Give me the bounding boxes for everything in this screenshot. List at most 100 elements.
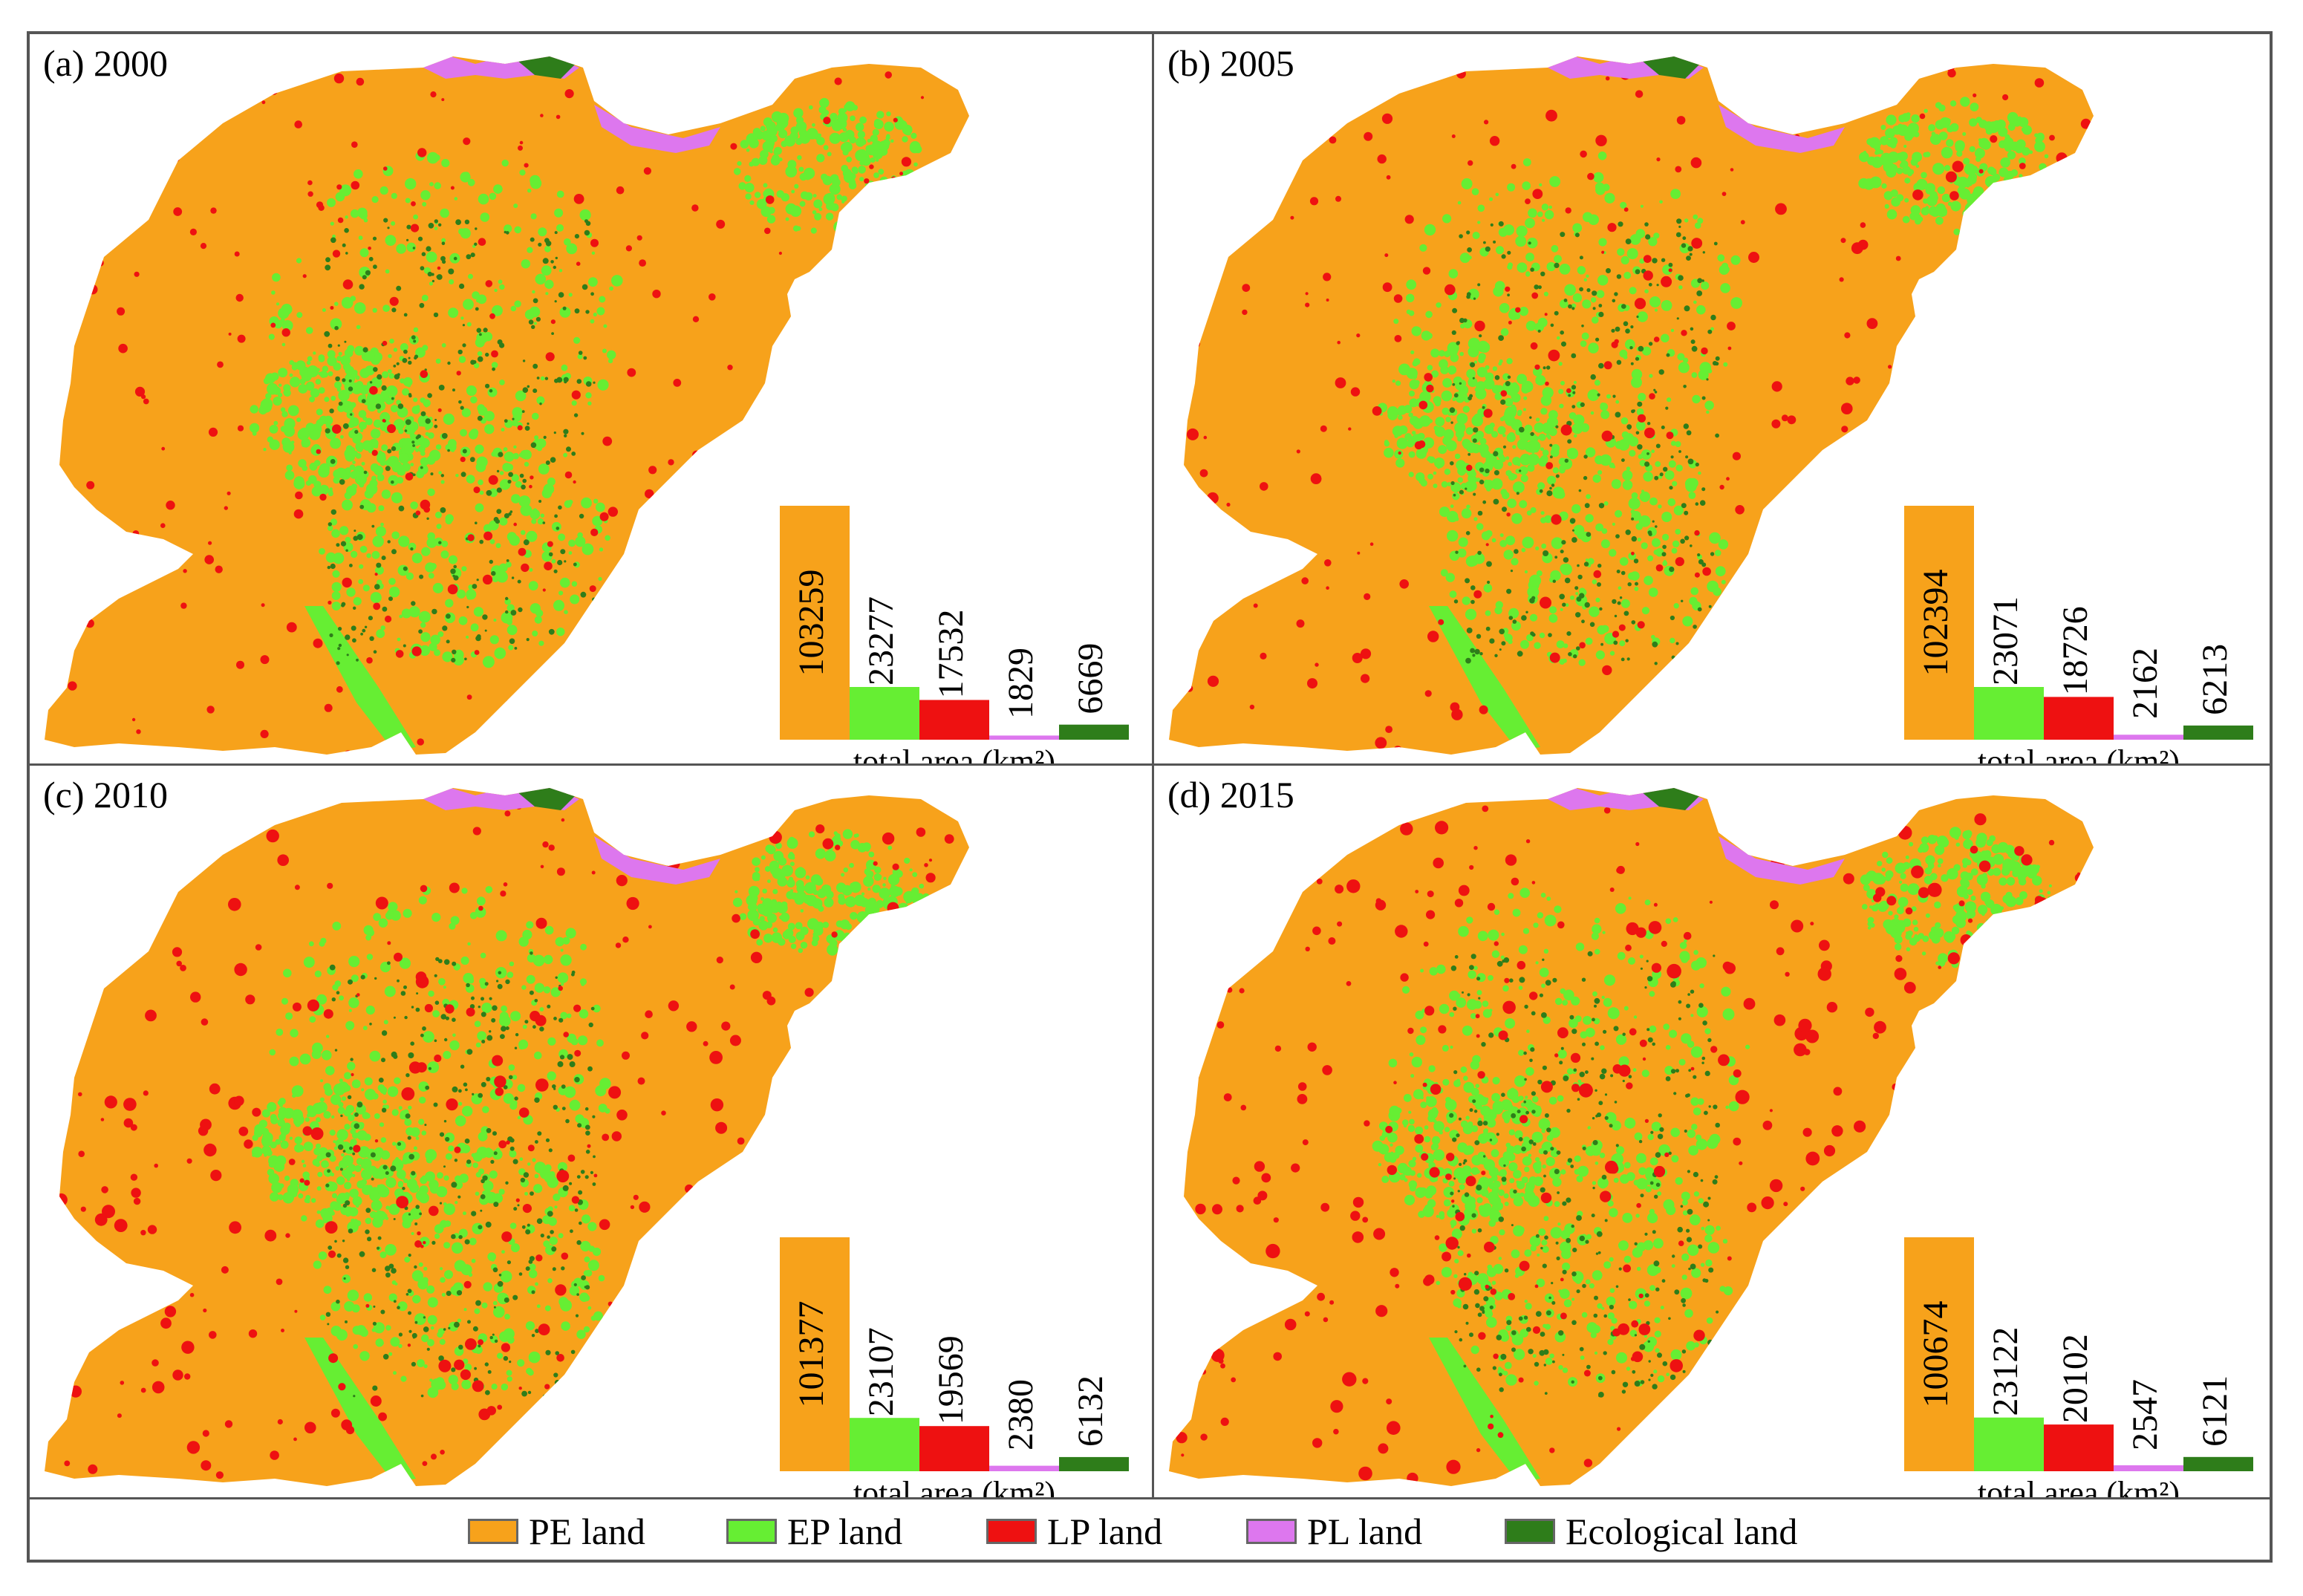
lp-land-patch	[650, 700, 659, 709]
lp-land-patch	[190, 991, 201, 1003]
lp-land-patch	[1602, 665, 1612, 676]
lp-land-patch	[1337, 340, 1341, 345]
ep-land-patch	[503, 1093, 515, 1104]
ecological-land-patch	[566, 446, 571, 452]
ep-land-patch	[1503, 550, 1514, 560]
ep-land-patch	[764, 866, 771, 872]
lp-land-patch	[1364, 131, 1373, 141]
ep-land-patch	[267, 1101, 277, 1113]
ecological-land-patch	[1468, 453, 1471, 456]
ep-land-patch	[1941, 193, 1951, 203]
ep-land-patch	[420, 632, 431, 642]
bar-lp-land	[919, 700, 989, 740]
ecological-land-patch	[554, 300, 557, 303]
ep-land-patch	[1623, 271, 1632, 279]
ecological-land-patch	[466, 605, 469, 609]
ep-land-patch	[547, 1037, 556, 1046]
lp-land-patch	[342, 577, 352, 588]
lp-land-patch	[771, 380, 780, 389]
ep-land-patch	[755, 867, 760, 873]
ecological-land-patch	[550, 260, 554, 264]
lp-land-patch	[904, 1259, 909, 1265]
ecological-land-patch	[581, 660, 585, 665]
ep-land-patch	[807, 128, 818, 140]
ep-land-patch	[873, 172, 879, 178]
ecological-land-patch	[1681, 599, 1684, 602]
lp-land-patch	[76, 1006, 80, 1012]
ecological-land-patch	[479, 539, 483, 544]
ep-land-patch	[533, 1184, 543, 1193]
ecological-land-patch	[512, 417, 515, 420]
ep-land-patch	[1904, 132, 1913, 141]
ecological-land-patch	[462, 324, 466, 327]
ecological-land-patch	[381, 1107, 387, 1113]
ep-land-patch	[354, 302, 366, 314]
lp-land-patch	[1846, 377, 1854, 385]
lp-land-patch	[840, 944, 850, 953]
ecological-land-patch	[342, 243, 346, 247]
ep-land-patch	[1478, 356, 1485, 364]
ep-land-patch	[338, 1101, 344, 1107]
lp-land-patch	[132, 530, 140, 537]
ep-land-patch	[1875, 148, 1882, 154]
ep-land-patch	[1690, 587, 1698, 596]
ep-land-patch	[1592, 924, 1602, 934]
ep-land-patch	[781, 140, 788, 147]
ep-land-patch	[500, 1270, 512, 1283]
lp-land-patch	[1484, 120, 1489, 125]
lp-land-patch	[924, 901, 931, 907]
lp-land-patch	[517, 425, 523, 431]
ep-land-patch	[1419, 244, 1427, 252]
ecological-land-patch	[531, 1334, 535, 1338]
ep-land-patch	[1431, 370, 1439, 378]
ecological-land-patch	[578, 1190, 583, 1195]
ecological-land-patch	[382, 606, 388, 612]
ep-land-patch	[347, 1289, 359, 1301]
ecological-land-patch	[1656, 284, 1659, 287]
ecological-land-patch	[448, 268, 455, 275]
ep-land-patch	[380, 1186, 388, 1193]
ep-land-patch	[864, 868, 871, 876]
ep-land-patch	[472, 291, 480, 299]
lp-land-patch	[1386, 175, 1391, 180]
ep-land-patch	[506, 532, 517, 542]
bar-pl-land	[2114, 735, 2183, 740]
ecological-land-patch	[1548, 633, 1552, 637]
ecological-land-patch	[1470, 599, 1475, 605]
ep-land-patch	[838, 132, 849, 143]
ecological-land-patch	[330, 459, 336, 464]
lp-land-patch	[203, 1143, 217, 1157]
ecological-land-patch	[1505, 381, 1511, 386]
ep-land-patch	[287, 1184, 299, 1196]
ecological-land-patch	[513, 1207, 518, 1211]
ep-land-patch	[1641, 489, 1645, 493]
ep-land-patch	[1904, 177, 1911, 184]
ep-land-patch	[1450, 504, 1454, 508]
lp-land-patch	[176, 960, 182, 967]
ep-land-patch	[2038, 169, 2049, 180]
ep-land-patch	[587, 1260, 599, 1271]
ep-land-patch	[887, 198, 897, 208]
ep-land-patch	[835, 833, 841, 839]
ecological-land-patch	[382, 1354, 389, 1360]
ep-land-patch	[269, 439, 280, 451]
ecological-land-patch	[1654, 475, 1659, 481]
ecological-land-patch	[1666, 353, 1670, 357]
ep-land-patch	[568, 293, 573, 297]
lp-land-patch	[353, 1144, 361, 1153]
ep-land-patch	[496, 570, 508, 583]
lp-land-patch	[387, 941, 391, 945]
ecological-land-patch	[1681, 503, 1687, 509]
ep-land-patch	[558, 1233, 564, 1239]
ep-land-patch	[433, 154, 440, 161]
ep-land-patch	[1516, 225, 1528, 237]
ep-land-patch	[1653, 232, 1660, 239]
ecological-land-patch	[489, 1030, 492, 1033]
ep-land-patch	[477, 1031, 487, 1041]
ecological-land-patch	[1701, 396, 1706, 400]
ep-land-patch	[364, 1089, 377, 1101]
ep-land-patch	[913, 927, 917, 931]
ep-land-patch	[1472, 232, 1480, 239]
ecological-land-patch	[381, 556, 386, 561]
ep-land-patch	[547, 1278, 553, 1283]
